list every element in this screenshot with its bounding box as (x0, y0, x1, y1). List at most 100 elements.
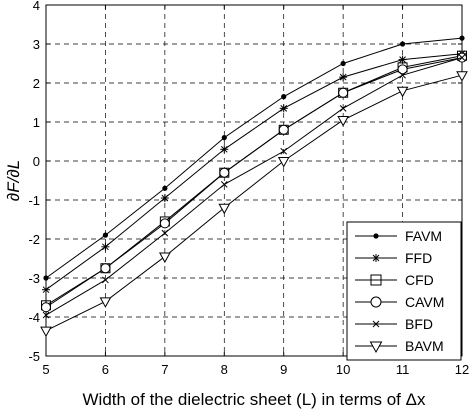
star-marker-stroke (339, 73, 347, 81)
data-point-bfd (339, 104, 347, 112)
plot-frame (45, 4, 463, 357)
data-point-bavm (337, 116, 349, 127)
x-marker-stroke (399, 71, 406, 79)
x-tick-label: 6 (102, 362, 109, 377)
circle-marker (100, 263, 111, 274)
series-line-bavm (45, 74, 463, 332)
triangle-marker (218, 203, 231, 215)
star-marker-stroke (42, 286, 50, 294)
x-tick-label: 11 (396, 362, 410, 377)
data-point-bavm (40, 326, 52, 338)
data-point-cavm (159, 218, 170, 229)
dot-marker (162, 185, 168, 191)
legend-label: CFD (405, 272, 434, 288)
star-marker-stroke (161, 194, 169, 202)
y-tick-label: -3 (28, 271, 40, 286)
data-point-cavm (338, 87, 349, 98)
square-marker (370, 274, 382, 286)
legend-marker (370, 274, 382, 286)
data-point-favm (162, 185, 168, 191)
series-line-favm (45, 37, 463, 279)
dot-marker (281, 94, 287, 100)
data-point-ffd (101, 242, 110, 251)
y-tick-label: 2 (33, 76, 40, 91)
legend-label: FFD (405, 250, 432, 266)
data-point-favm (43, 275, 49, 281)
legend-label: FAVM (405, 228, 442, 244)
y-tick-label: 3 (33, 37, 40, 52)
data-point-bfd (458, 54, 466, 62)
data-point-bfd (399, 71, 406, 79)
y-tick-label: -5 (28, 349, 40, 364)
star-marker-stroke (220, 145, 228, 153)
data-point-bfd (220, 181, 228, 188)
data-point-ffd (160, 194, 169, 203)
x-marker-stroke (339, 104, 347, 112)
legend-marker (373, 233, 379, 239)
y-tick-label: -4 (28, 310, 40, 325)
x-tick-label: 8 (221, 362, 228, 377)
data-point-bavm (456, 71, 468, 82)
triangle-marker (396, 86, 409, 98)
circle-marker (278, 124, 289, 135)
x-tick-label: 10 (336, 362, 350, 377)
y-tick-label: -1 (28, 193, 40, 208)
legend-marker (372, 254, 380, 262)
x-tick-label: 9 (280, 362, 287, 377)
legend-marker (370, 296, 382, 308)
x-tick-label: 12 (455, 362, 469, 377)
data-point-bavm (159, 252, 171, 264)
dot-marker (221, 135, 227, 141)
series-layer (40, 35, 468, 338)
data-point-cavm (278, 124, 289, 135)
circle-marker (338, 87, 349, 98)
x-tick-label: 7 (161, 362, 168, 377)
dot-marker (102, 232, 109, 238)
data-point-bfd (102, 276, 109, 284)
data-point-ffd (339, 73, 348, 82)
circle-marker (159, 218, 170, 229)
y-tick-label: 1 (33, 115, 40, 130)
y-axis-label: ∂F/∂L (4, 160, 23, 201)
data-point-bfd (280, 147, 288, 155)
data-point-cavm (397, 64, 408, 75)
data-point-ffd (398, 55, 407, 64)
series-line-bfd (45, 57, 463, 316)
star-marker-stroke (399, 56, 406, 63)
legend-item-ffd: FFD (355, 250, 432, 266)
circle-marker (41, 302, 51, 313)
dot-marker (459, 35, 465, 41)
legend-item-favm: FAVM (355, 228, 442, 244)
series-favm (43, 35, 465, 281)
circle-marker (370, 296, 382, 308)
data-point-bavm (277, 157, 290, 168)
data-point-favm (340, 60, 346, 67)
y-tick-label: 0 (33, 154, 40, 169)
data-point-cavm (41, 302, 51, 313)
series-line-cavm (45, 57, 463, 308)
series-bfd (42, 54, 466, 319)
data-point-favm (281, 94, 287, 100)
dot-marker (399, 41, 406, 47)
y-tick-label: 4 (33, 0, 40, 13)
data-point-ffd (279, 104, 288, 113)
legend-marker (372, 320, 380, 328)
dot-marker (373, 233, 379, 239)
legend-label: BFD (405, 316, 433, 332)
x-marker-stroke (42, 311, 50, 319)
x-marker-stroke (220, 181, 228, 188)
dot-marker (340, 60, 346, 67)
data-point-favm (459, 35, 465, 41)
data-point-bavm (218, 203, 231, 215)
series-line-ffd (45, 53, 463, 291)
x-marker-stroke (280, 147, 288, 155)
data-point-bfd (42, 311, 50, 319)
legend-item-cfd: CFD (355, 272, 434, 288)
x-tick-label: 5 (42, 362, 49, 377)
triangle-marker (369, 341, 383, 354)
star-marker-stroke (372, 254, 380, 262)
data-point-ffd (220, 145, 229, 154)
triangle-marker (337, 116, 349, 127)
